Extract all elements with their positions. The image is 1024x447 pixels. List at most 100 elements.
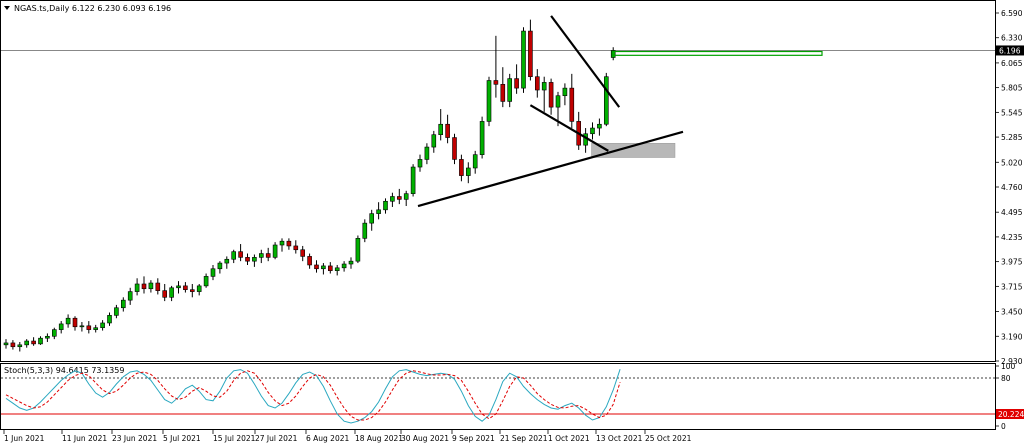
candle [590,122,595,140]
candle [410,164,416,197]
candle [431,130,437,153]
bull-candle-body [224,258,230,264]
candle [279,238,285,252]
symbol-header: NGAS.ts,Daily 6.122 6.230 6.093 6.196 [4,4,171,13]
candle [383,198,388,214]
candle [265,247,271,262]
candle [252,254,257,267]
candle [72,316,78,331]
candle [3,339,9,349]
bear-candle-body [314,264,319,270]
bull-candle-body [521,30,526,89]
bull-candle-body [3,342,9,346]
time-tick-label: 25 Oct 2021 [645,434,692,443]
candle [141,276,147,294]
time-tick-label: 15 Jul 2021 [213,434,256,443]
candle [238,244,243,262]
stoch-main-line [5,369,621,424]
time-tick-label: 9 Sep 2021 [452,434,495,443]
bear-candle-body [307,256,312,266]
bear-candle-body [72,317,78,328]
time-tick-label: 11 Jun 2021 [62,434,107,443]
support-trendline [417,130,684,208]
time-tick-label: 18 Aug 2021 [355,434,403,443]
bear-candle-body [238,251,243,258]
candle [24,339,30,348]
bear-candle-body [162,290,167,298]
price-tick-label: 5.545 [1001,108,1023,117]
demand-zone [591,143,676,158]
bear-candle-body [141,283,147,290]
bear-candle-body [500,84,506,102]
bear-candle-body [327,265,333,271]
bull-candle-body [472,154,478,169]
bull-candle-body [258,253,264,258]
lower-wedge-line [529,104,609,152]
candle [603,72,609,127]
bull-candle-body [417,159,423,168]
candle [245,253,250,265]
candle [362,219,368,243]
time-tick-label: 5 Jul 2021 [163,434,201,443]
bull-candle-body [507,78,513,102]
candle [300,245,306,262]
candle [190,283,195,298]
candle [314,260,319,273]
time-tick-label: 1 Oct 2021 [548,434,590,443]
bull-candle-body [610,50,616,58]
bull-candle-body [383,200,388,211]
bear-candle-body [514,78,519,89]
candle [417,154,423,172]
bull-candle-body [603,76,609,125]
candle [169,285,174,302]
candle [100,320,105,331]
bull-candle-body [369,213,375,224]
bull-candle-body [486,80,492,122]
stochastic-indicator: Stoch(5,3,3) 94.6415 73.1359 20.2247 [1,366,1024,424]
bear-candle-body [245,257,250,262]
bull-candle-body [321,265,326,270]
candle [438,109,444,141]
time-tick-label: 27 Jul 2021 [255,434,298,443]
price-tick-label: 2.930 [1001,357,1023,366]
candle [196,283,202,296]
bear-candle-body [396,196,402,200]
candle [224,256,230,269]
price-tick-label: 6.330 [1001,34,1023,43]
main-panel-frame [0,0,996,362]
bear-candle-body [452,137,457,160]
dropdown-triangle-icon[interactable] [4,6,10,10]
candle [583,128,588,153]
bull-candle-body [100,322,105,329]
current-price-label: 6.196 [999,46,1021,55]
bear-candle-body [528,30,533,78]
price-tick-label: 3.975 [1001,258,1023,267]
bull-candle-body [424,146,430,160]
candles [3,19,616,352]
time-tick-label: 21 Sep 2021 [500,434,548,443]
upper-wedge-line [550,15,621,108]
candle [576,111,582,150]
bear-candle-body [31,340,36,345]
price-tick-label: 6.065 [1001,59,1023,68]
candle [514,64,519,94]
candle [127,287,133,305]
candle [31,337,36,346]
bull-candle-body [148,282,154,290]
bull-candle-body [390,196,395,202]
time-axis: 1 Jun 2021 11 Jun 2021 23 Jun 2021 5 Jul 20… [3,430,692,443]
bull-candle-body [176,285,181,289]
time-tick-label: 1 Jun 2021 [4,434,45,443]
bull-candle-body [210,268,216,277]
candle [534,69,540,98]
bull-candle-body [362,222,368,239]
bull-candle-body [107,315,112,324]
candle [210,264,216,281]
bull-candle-body [541,82,547,91]
candle [390,192,395,207]
candle [86,321,92,334]
candle [148,280,154,293]
candle [58,321,64,334]
price-tick-label: 4.495 [1001,208,1023,217]
candle [79,322,85,332]
